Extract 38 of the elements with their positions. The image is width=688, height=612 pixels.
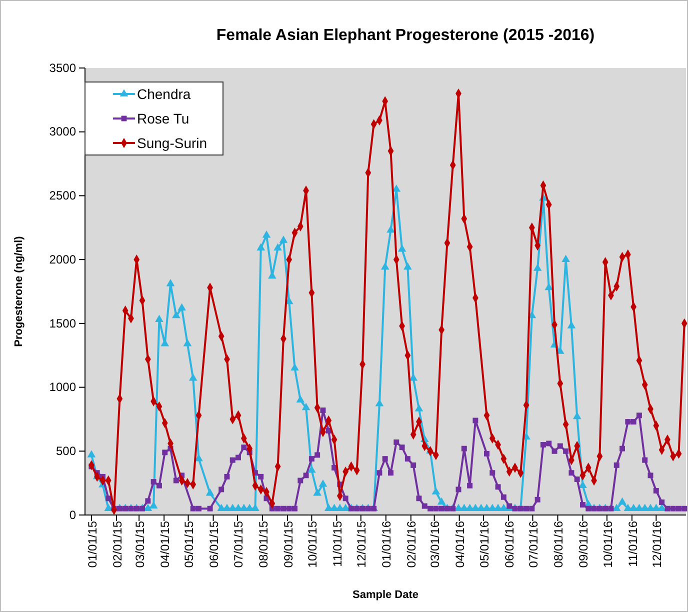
x-tick-label: 02/01/15 <box>110 520 124 568</box>
legend-label: Sung-Surin <box>137 135 208 151</box>
x-tick-label: 01/01/16 <box>380 520 394 568</box>
legend-label: Rose Tu <box>137 110 190 126</box>
x-tick-label: 03/01/16 <box>428 520 442 568</box>
x-tick-label: 06/01/16 <box>502 520 516 568</box>
x-tick-label: 11/01/15 <box>330 520 344 567</box>
x-tick-label: 08/01/16 <box>552 520 566 568</box>
x-tick-label: 11/01/16 <box>626 520 640 567</box>
x-tick-label: 04/01/15 <box>158 520 172 568</box>
x-tick-label: 07/01/16 <box>526 520 541 568</box>
y-axis-title: Progesterone (ng/ml) <box>13 236 25 347</box>
x-tick-label: 05/01/16 <box>477 520 492 568</box>
y-tick-label: 1000 <box>49 380 76 394</box>
x-tick-label: 12/01/16 <box>650 520 664 568</box>
x-tick-label: 08/01/15 <box>256 520 270 568</box>
y-tick-label: 2500 <box>49 188 76 203</box>
x-tick-label: 02/01/16 <box>404 520 419 568</box>
x-tick-label: 10/01/16 <box>600 520 615 568</box>
chart-title: Female Asian Elephant Progesterone (2015 -2016) <box>216 27 595 44</box>
x-axis-title: Sample Date <box>352 589 419 601</box>
x-tick-label: 04/01/16 <box>453 520 468 568</box>
x-tick-label: 06/01/15 <box>207 520 222 568</box>
x-tick-label: 01/01/15 <box>85 520 100 568</box>
x-tick-label: 09/01/15 <box>281 520 296 568</box>
y-tick-label: 1500 <box>49 316 76 330</box>
x-tick-label: 07/01/15 <box>231 520 246 568</box>
y-tick-label: 0 <box>69 508 76 522</box>
y-tick-label: 3500 <box>49 60 76 75</box>
x-tick-label: 09/01/16 <box>576 520 591 568</box>
x-tick-label: 03/01/15 <box>132 520 147 568</box>
y-tick-label: 2000 <box>49 252 76 266</box>
y-tick-label: 3000 <box>49 124 76 139</box>
legend-label: Chendra <box>137 86 191 102</box>
y-tick-label: 500 <box>56 444 76 458</box>
x-tick-label: 12/01/15 <box>354 520 369 568</box>
x-tick-label: 10/01/15 <box>305 520 320 568</box>
x-tick-label: 05/01/15 <box>182 520 196 568</box>
